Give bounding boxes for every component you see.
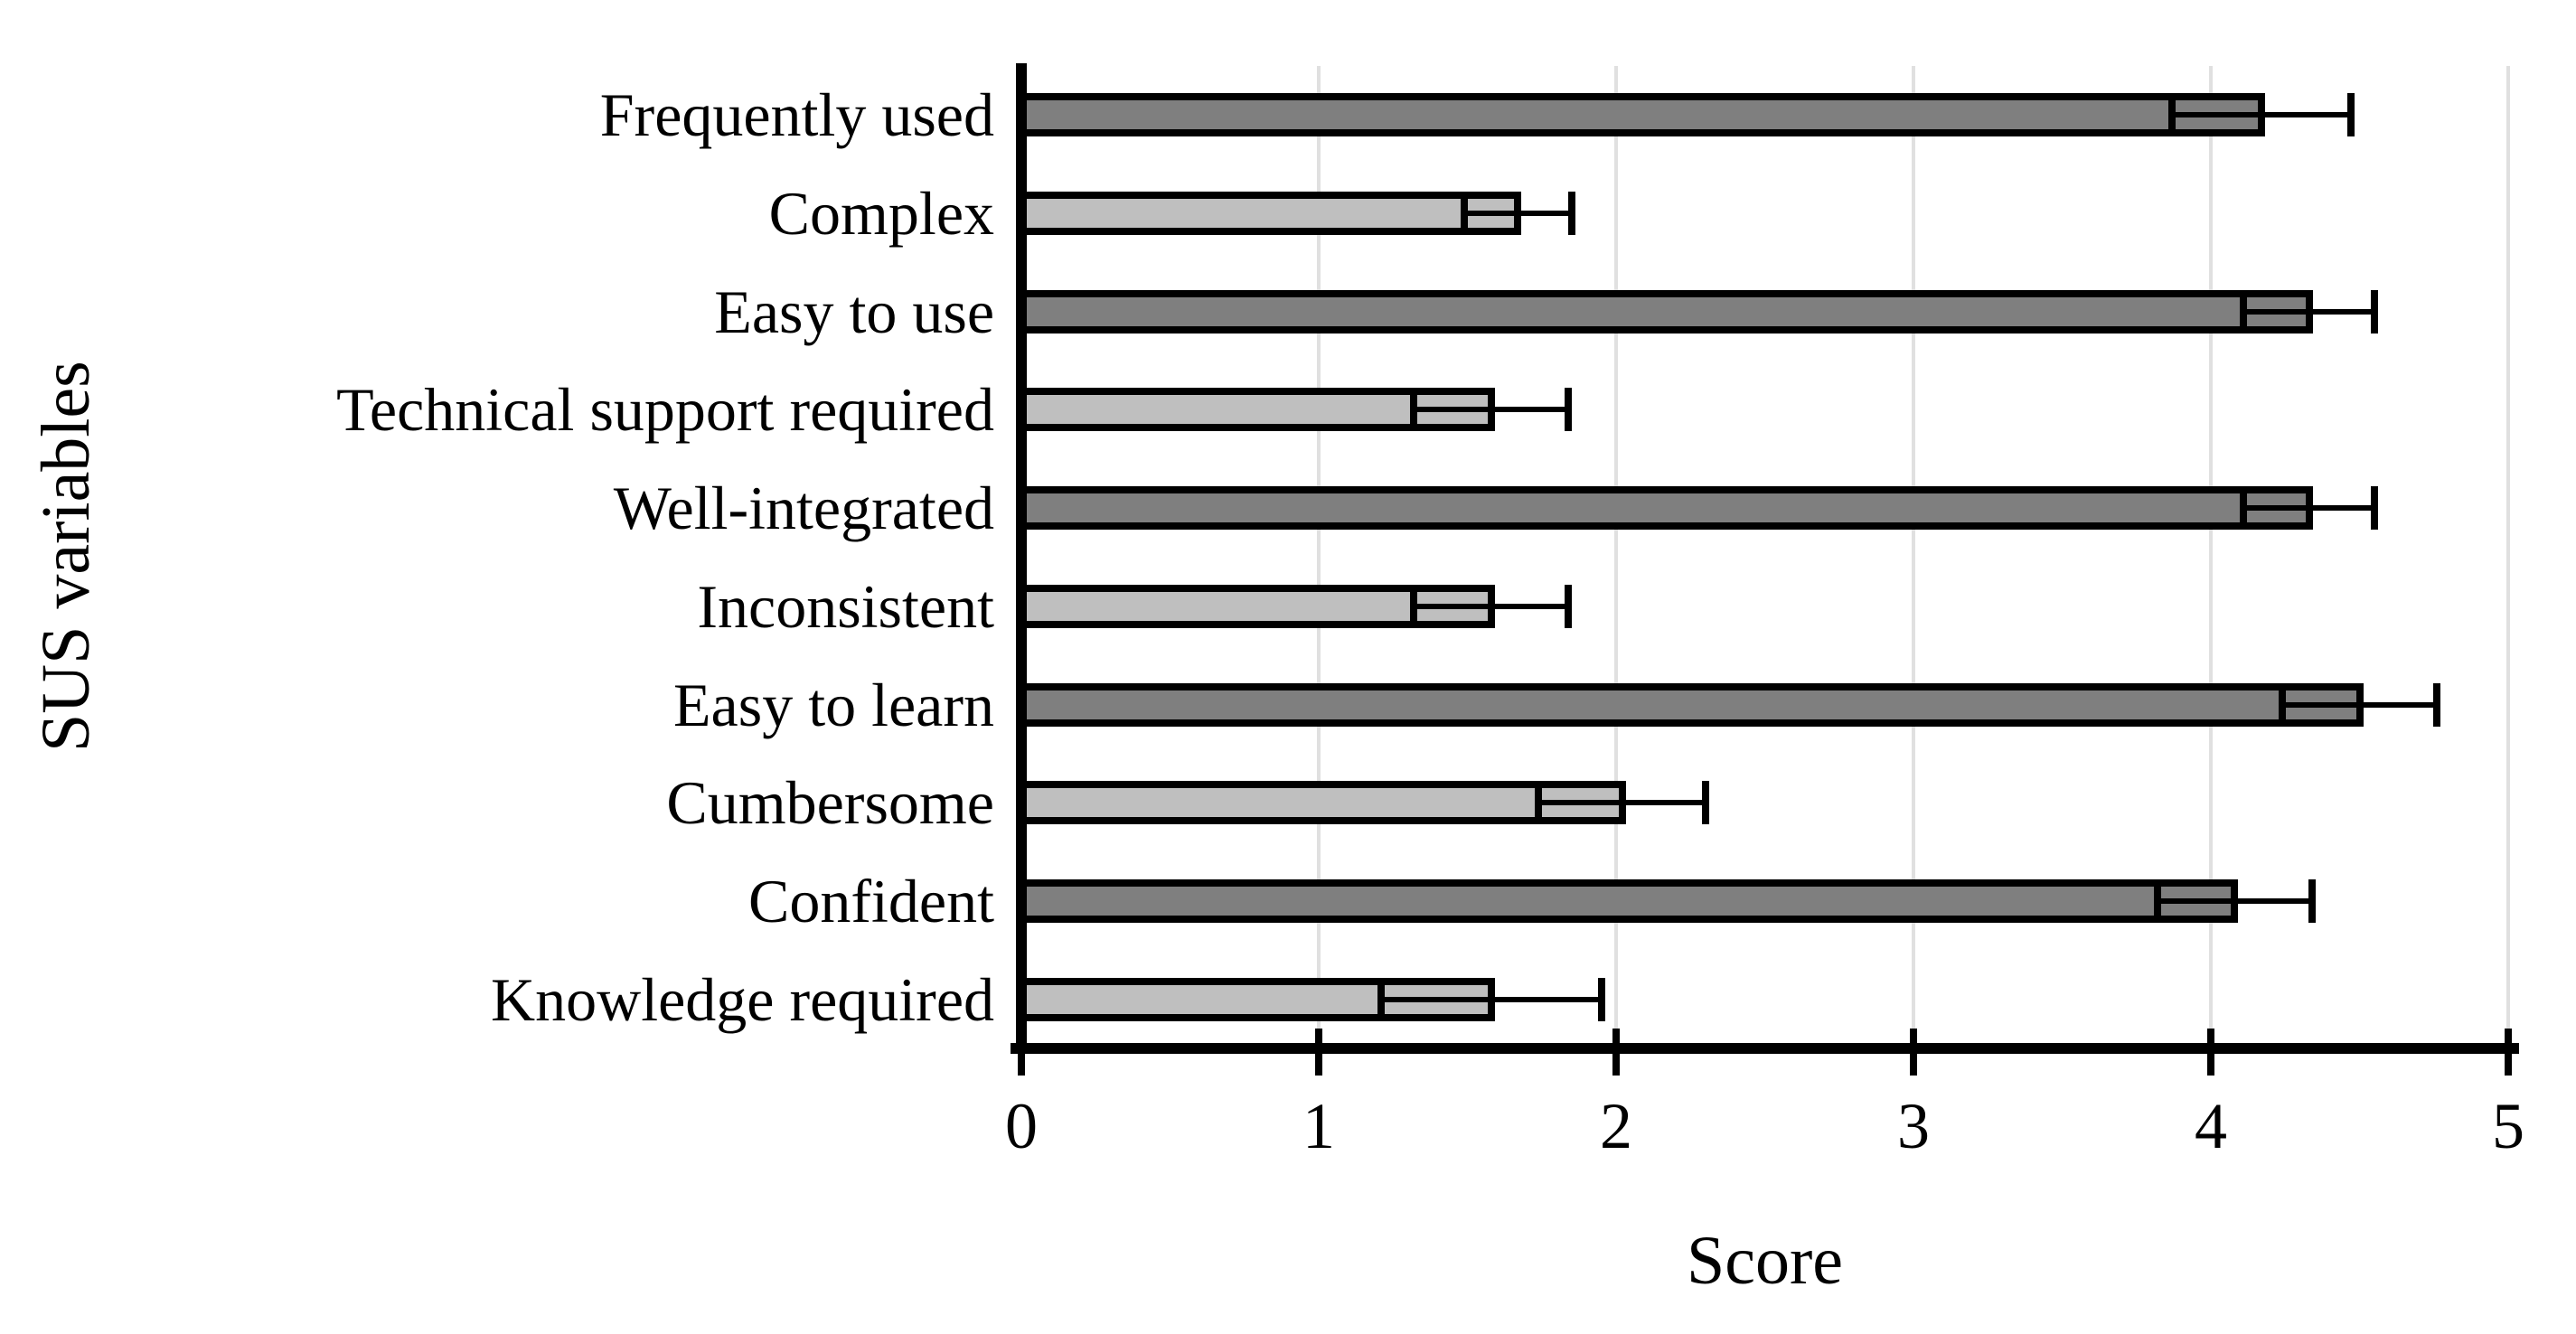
bar-frequently-used xyxy=(1018,93,2265,136)
error-bar-cap-plus xyxy=(2371,486,2378,530)
gridline xyxy=(2506,66,2510,1043)
x-tick xyxy=(2207,1029,2214,1076)
error-bar-line xyxy=(1538,800,1706,805)
bar-confident xyxy=(1018,879,2238,923)
x-axis-title: Score xyxy=(1686,1223,1844,1299)
category-label: Frequently used xyxy=(599,80,994,149)
error-bar-line xyxy=(2282,702,2437,708)
x-tick-label: 2 xyxy=(1600,1090,1632,1162)
category-label: Easy to use xyxy=(714,277,994,346)
category-label: Technical support required xyxy=(336,375,994,444)
error-bar-cap-minus xyxy=(2168,93,2176,136)
error-bar-line xyxy=(2172,112,2351,117)
error-bar-cap-minus xyxy=(2240,290,2247,334)
bar-complex xyxy=(1018,192,1521,235)
error-bar-cap-plus xyxy=(2371,290,2378,334)
error-bar-cap-plus xyxy=(1702,781,1709,824)
error-bar-line xyxy=(1414,407,1568,412)
x-axis-line xyxy=(1011,1043,2519,1054)
category-label: Easy to learn xyxy=(673,671,994,739)
error-bar-line xyxy=(2243,309,2374,315)
error-bar-cap-plus xyxy=(1565,388,1572,431)
category-label: Confident xyxy=(748,867,994,935)
error-bar-line xyxy=(1414,604,1568,609)
error-bar-cap-minus xyxy=(2240,486,2247,530)
gridline xyxy=(1614,66,1618,1043)
x-tick xyxy=(1612,1029,1620,1076)
error-bar-cap-plus xyxy=(2308,879,2316,923)
x-tick xyxy=(1315,1029,1322,1076)
error-bar-cap-plus xyxy=(2347,93,2355,136)
category-label: Complex xyxy=(768,179,994,248)
category-label: Inconsistent xyxy=(697,572,994,641)
error-bar-line xyxy=(2158,898,2312,904)
error-bar-cap-plus xyxy=(2433,683,2440,727)
gridline xyxy=(1317,66,1321,1043)
y-axis-line xyxy=(1016,63,1027,1054)
error-bar-cap-plus xyxy=(1565,585,1572,628)
x-tick-label: 1 xyxy=(1302,1090,1335,1162)
error-bar-cap-minus xyxy=(1535,781,1542,824)
y-axis-title: SUS variables xyxy=(28,361,104,753)
category-label: Knowledge required xyxy=(490,965,994,1034)
error-bar-line xyxy=(1464,211,1572,216)
error-bar-cap-minus xyxy=(1410,388,1417,431)
x-tick xyxy=(2505,1029,2512,1076)
category-label: Well-integrated xyxy=(613,474,994,542)
error-bar-cap-minus xyxy=(1461,192,1468,235)
x-tick xyxy=(1910,1029,1917,1076)
error-bar-cap-plus xyxy=(1568,192,1575,235)
x-tick xyxy=(1018,1029,1025,1076)
x-tick-label: 4 xyxy=(2195,1090,2227,1162)
error-bar-cap-plus xyxy=(1598,978,1605,1021)
x-tick-label: 0 xyxy=(1005,1090,1038,1162)
error-bar-cap-minus xyxy=(2154,879,2161,923)
bar-well-integrated xyxy=(1018,486,2313,530)
error-bar-line xyxy=(2243,505,2374,511)
error-bar-cap-minus xyxy=(2279,683,2286,727)
x-tick-label: 3 xyxy=(1897,1090,1930,1162)
category-label: Cumbersome xyxy=(666,768,994,837)
bar-easy-to-learn xyxy=(1018,683,2364,727)
error-bar-cap-minus xyxy=(1377,978,1385,1021)
gridline xyxy=(1912,66,1915,1043)
x-tick-label: 5 xyxy=(2492,1090,2524,1162)
gridline xyxy=(2209,66,2213,1043)
error-bar-line xyxy=(1381,997,1602,1002)
bar-easy-to-use xyxy=(1018,290,2313,334)
error-bar-cap-minus xyxy=(1410,585,1417,628)
